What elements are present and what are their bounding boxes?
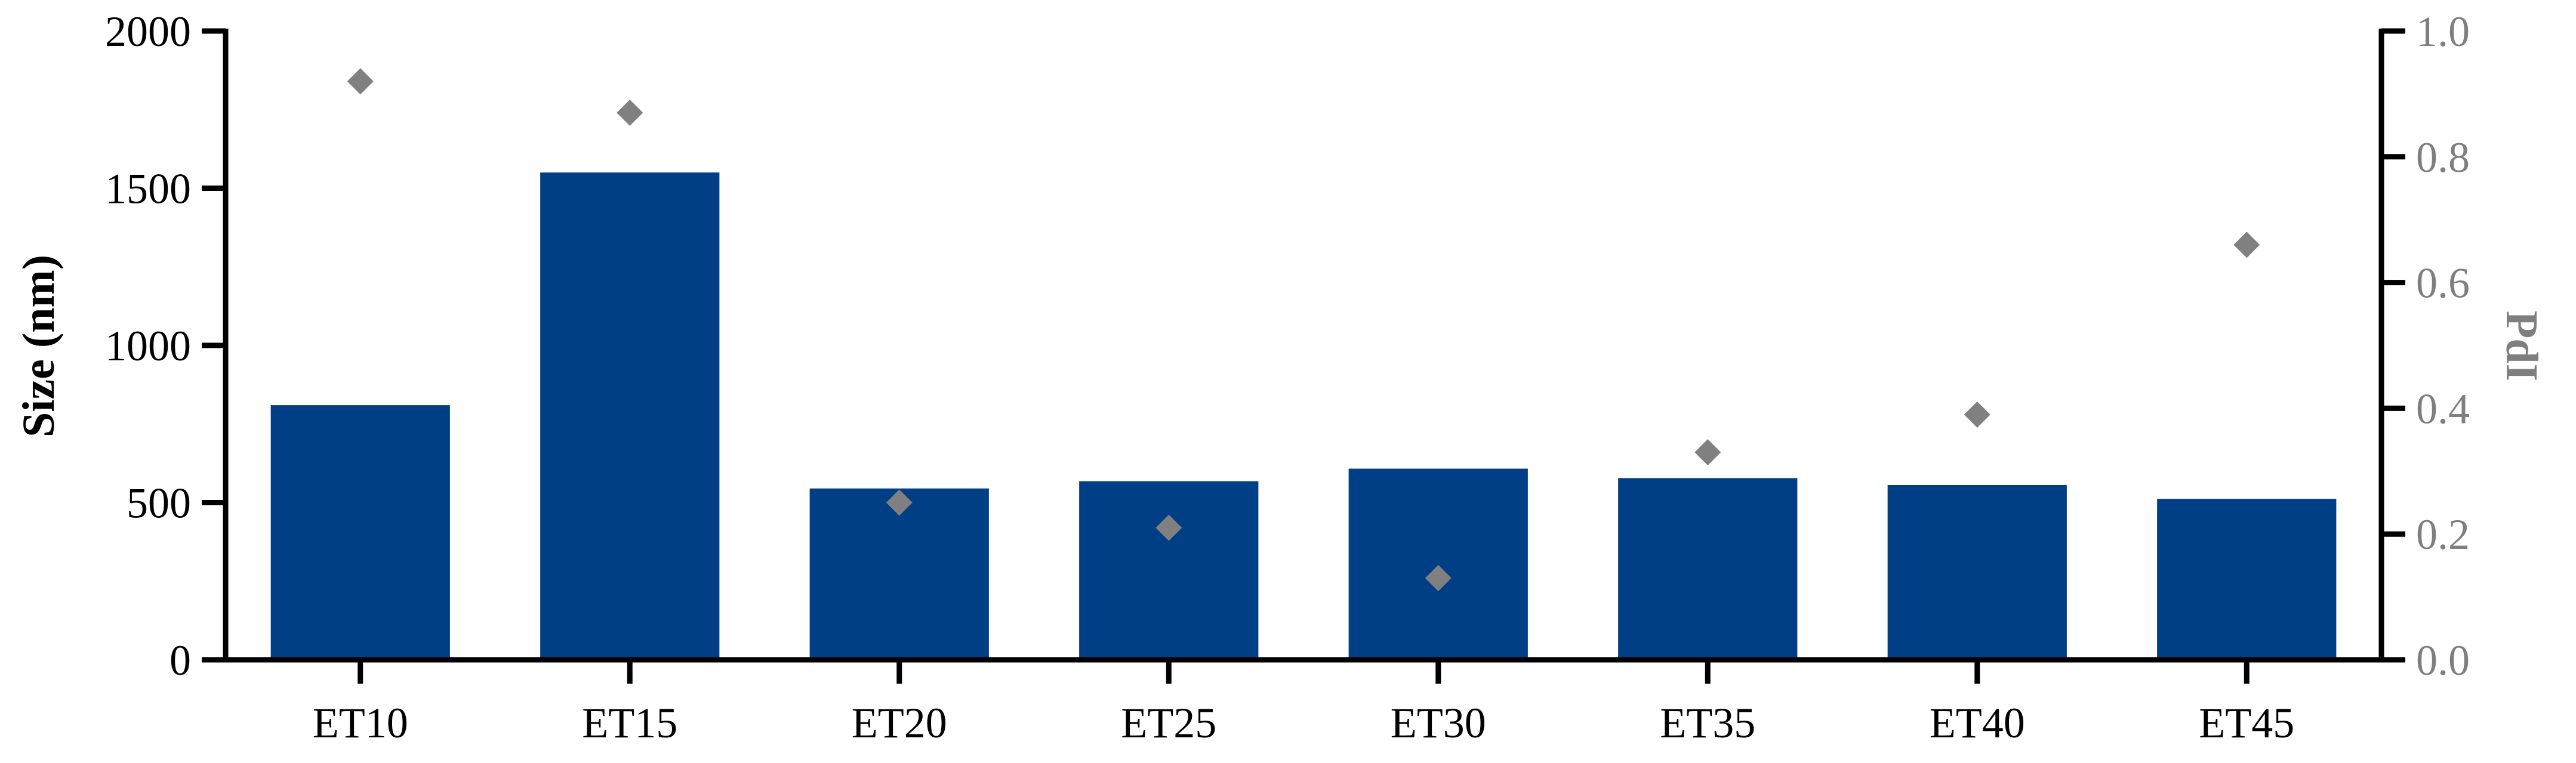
y2-tick-label: 1.0 xyxy=(2416,8,2470,55)
bars-layer xyxy=(270,172,2337,660)
y2-tick-label: 0.4 xyxy=(2416,385,2470,433)
bar-et10 xyxy=(270,405,450,660)
y-tick-label: 0 xyxy=(170,637,191,684)
bar-et20 xyxy=(809,488,989,660)
y-tick-label: 1500 xyxy=(105,165,191,213)
x-tick-label: ET35 xyxy=(1660,699,1755,747)
y-tick-label: 500 xyxy=(127,480,191,527)
bar-et35 xyxy=(1618,478,1798,660)
y-tick-label: 1000 xyxy=(105,322,191,370)
bar-et15 xyxy=(540,172,720,660)
pdi-point-et20 xyxy=(886,489,913,516)
markers-layer xyxy=(347,68,2260,591)
pdi-point-et35 xyxy=(1694,439,1721,466)
y2-tick-label: 0.6 xyxy=(2416,260,2470,307)
y2-tick-label: 0.2 xyxy=(2416,511,2470,558)
y2-axis-title: PdI xyxy=(2497,311,2547,381)
x-tick-label: ET45 xyxy=(2199,699,2294,747)
x-tick-label: ET30 xyxy=(1391,699,1486,747)
y2-tick-label: 0.8 xyxy=(2416,134,2470,181)
x-tick-label: ET10 xyxy=(313,699,408,747)
pdi-point-et15 xyxy=(617,100,643,126)
bar-et45 xyxy=(2157,499,2337,660)
pdi-point-et45 xyxy=(2233,231,2260,258)
x-tick-label: ET40 xyxy=(1930,699,2025,747)
x-tick-label: ET15 xyxy=(582,699,677,747)
axes-layer xyxy=(202,28,2405,684)
bar-et25 xyxy=(1079,481,1259,660)
pdi-point-et30 xyxy=(1425,564,1452,591)
bar-et30 xyxy=(1348,468,1528,660)
x-tick-label: ET20 xyxy=(852,699,947,747)
x-tick-label: ET25 xyxy=(1121,699,1216,747)
pdi-point-et40 xyxy=(1964,401,1990,428)
pdi-point-et25 xyxy=(1155,514,1182,541)
y-axis-title: Size (nm) xyxy=(14,255,64,437)
pdi-point-et10 xyxy=(347,68,374,95)
bar-et40 xyxy=(1887,484,2067,660)
y2-tick-label: 0.0 xyxy=(2416,637,2470,684)
labels-layer: 0 500 1000 1500 2000 0.0 0.2 0.4 0.6 0.8 1.0 ET10 ET… xyxy=(105,8,2470,747)
y-tick-label: 2000 xyxy=(105,8,191,55)
